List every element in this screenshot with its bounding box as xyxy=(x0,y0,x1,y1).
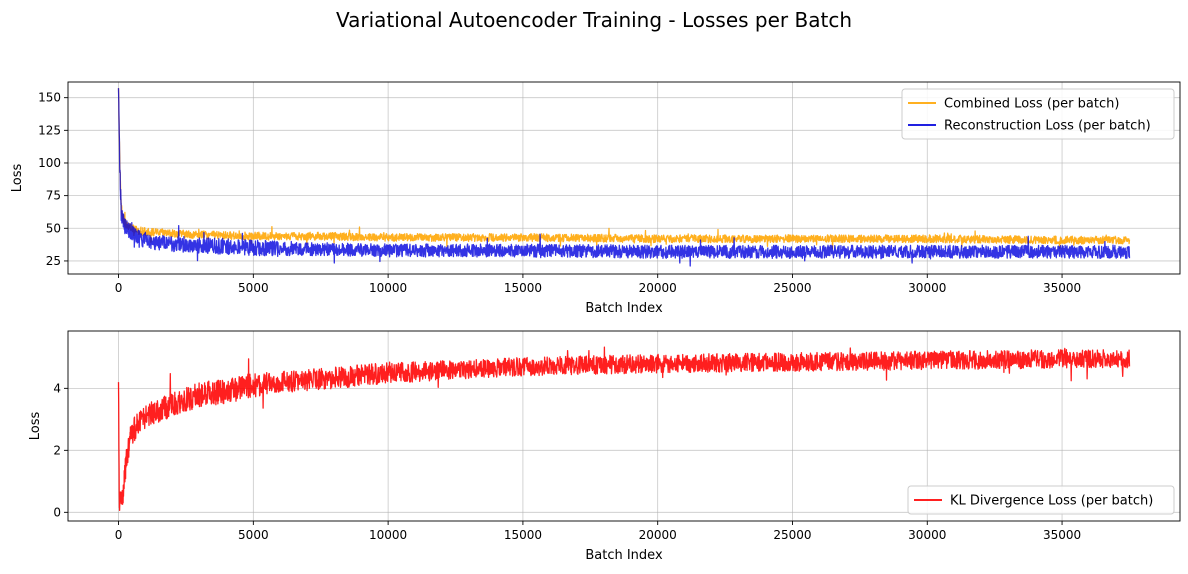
legend-entry-label: KL Divergence Loss (per batch) xyxy=(950,494,1153,509)
y-tick-label: 2 xyxy=(53,443,61,457)
legend: Combined Loss (per batch) Reconstruction … xyxy=(901,88,1175,140)
y-tick-label: 75 xyxy=(46,189,61,203)
legend-box xyxy=(901,88,1175,140)
y-tick-label: 25 xyxy=(46,254,61,268)
x-tick-label: 0 xyxy=(115,281,123,295)
x-tick-label: 5000 xyxy=(238,281,269,295)
y-tick-label: 125 xyxy=(38,123,61,137)
x-tick-label: 5000 xyxy=(238,528,269,542)
legend-entry-label: Combined Loss (per batch) xyxy=(944,97,1119,112)
x-tick-label: 25000 xyxy=(773,528,811,542)
series-line-reconstruction-loss-per-batch xyxy=(117,88,1131,267)
series-line-combined-loss-per-batch xyxy=(117,88,1131,250)
y-tick-label: 100 xyxy=(38,156,61,170)
x-tick-label: 10000 xyxy=(369,281,407,295)
legend-box xyxy=(907,485,1175,515)
y-tick-label: 4 xyxy=(53,381,61,395)
y-tick-label: 150 xyxy=(38,91,61,105)
legend: KL Divergence Loss (per batch) xyxy=(907,485,1175,515)
plot-area xyxy=(117,346,1131,511)
x-axis-label: Batch Index xyxy=(585,301,663,316)
series-line-kl-divergence-loss-per-batch xyxy=(117,346,1131,511)
x-tick-label: 20000 xyxy=(639,281,677,295)
chart-panel-1: 0 5000 10000 15000 20000 25000 30000 35000 25 50 7… xyxy=(10,81,1181,316)
x-tick-label: 30000 xyxy=(908,528,946,542)
x-axis-label: Batch Index xyxy=(585,548,663,563)
y-tick-label: 50 xyxy=(46,221,61,235)
legend-entry-label: Reconstruction Loss (per batch) xyxy=(944,119,1151,134)
x-tick-label: 30000 xyxy=(908,281,946,295)
x-tick-label: 15000 xyxy=(504,281,542,295)
x-tick-label: 35000 xyxy=(1043,281,1081,295)
x-tick-label: 0 xyxy=(115,528,123,542)
x-tick-label: 25000 xyxy=(773,281,811,295)
plot-area xyxy=(117,88,1131,267)
x-tick-label: 10000 xyxy=(369,528,407,542)
y-axis-label: Loss xyxy=(10,164,25,193)
y-axis-label: Loss xyxy=(28,412,43,441)
y-tick-label: 0 xyxy=(53,505,61,519)
axes-frame xyxy=(67,81,1181,275)
axes-frame xyxy=(67,330,1181,522)
figure-title: Variational Autoencoder Training - Losse… xyxy=(336,8,852,32)
chart-panel-2: 0 5000 10000 15000 20000 25000 30000 35000 0 2 4 Ba… xyxy=(28,330,1181,563)
x-tick-label: 20000 xyxy=(639,528,677,542)
x-tick-label: 35000 xyxy=(1043,528,1081,542)
x-tick-label: 15000 xyxy=(504,528,542,542)
